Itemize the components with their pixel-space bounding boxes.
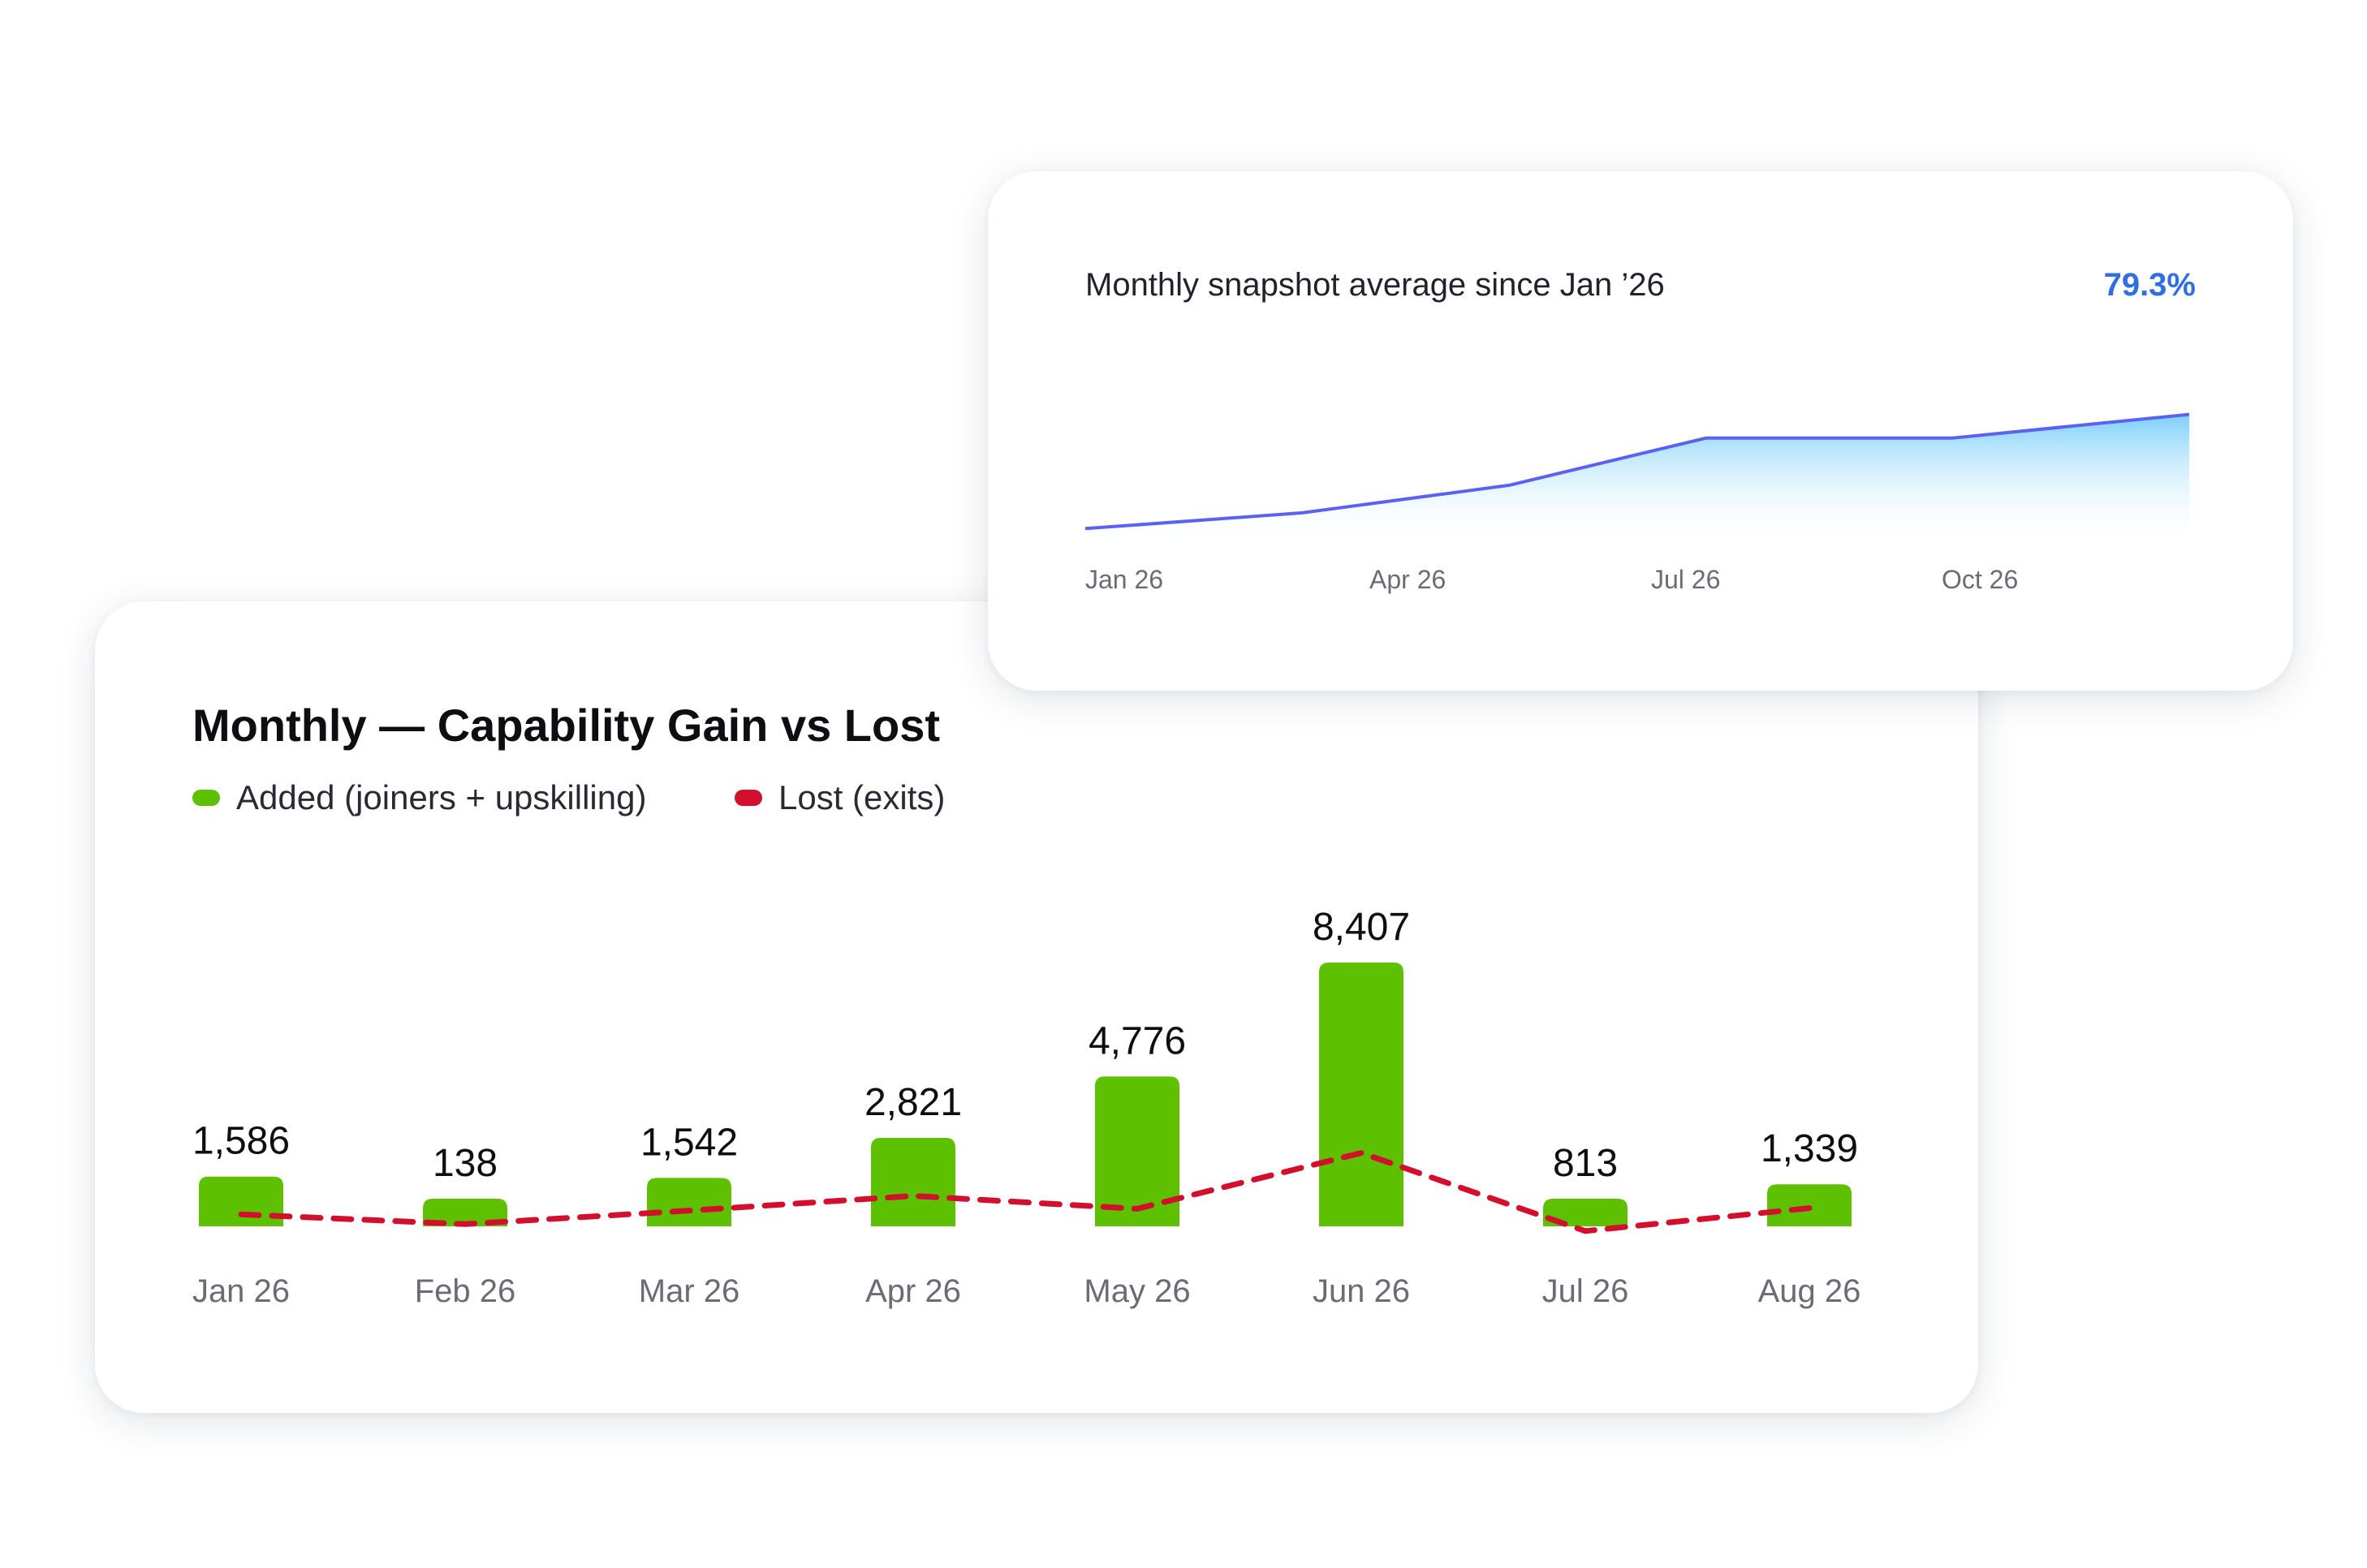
bar-value-label: 1,542 xyxy=(640,1121,738,1164)
bar-jun-26 xyxy=(1319,963,1403,1226)
bar-mar-26 xyxy=(647,1178,731,1226)
snapshot-x-tick-label: Jan 26 xyxy=(1085,565,1163,594)
capability-bar-chart: 1,586 Jan 26 138 Feb 26 1,542 Mar 26 2,821 Apr … xyxy=(192,906,1861,1309)
x-tick-label: Aug 26 xyxy=(1758,1273,1861,1309)
bar-value-label: 138 xyxy=(433,1142,498,1185)
bar-jan-26 xyxy=(199,1176,283,1226)
x-tick-label: Apr 26 xyxy=(865,1273,961,1309)
snapshot-line xyxy=(1084,412,2190,531)
bar-feb-26 xyxy=(423,1199,507,1226)
snapshot-x-tick-label: Apr 26 xyxy=(1369,565,1446,594)
snapshot-x-tick-label: Jul 26 xyxy=(1651,565,1720,594)
legend-item-added: Added (joiners + upskilling) xyxy=(192,778,646,817)
bar-apr-26 xyxy=(871,1137,955,1226)
capability-chart-card: 1,586 Jan 26 138 Feb 26 1,542 Mar 26 2,821 Apr … xyxy=(95,601,1978,1413)
bar-value-label: 8,407 xyxy=(1313,906,1410,949)
snapshot-x-tick-label: Oct 26 xyxy=(1942,565,2018,594)
legend-swatch-added xyxy=(192,790,220,806)
legend-label-added: Added (joiners + upskilling) xyxy=(236,778,647,816)
snapshot-value: 79.3% xyxy=(2103,267,2196,303)
chart-title: Monthly — Capability Gain vs Lost xyxy=(192,700,940,751)
x-tick-label: Jun 26 xyxy=(1313,1273,1410,1309)
x-tick-label: Feb 26 xyxy=(415,1273,516,1309)
bar-value-label: 2,821 xyxy=(864,1081,962,1124)
snapshot-area-chart: Jan 26 Apr 26 Jul 26 Oct 26 xyxy=(1084,412,2190,594)
bar-value-label: 1,339 xyxy=(1761,1127,1858,1170)
x-tick-label: May 26 xyxy=(1084,1273,1190,1309)
snapshot-area-fill xyxy=(1085,414,2189,545)
x-tick-label: Jul 26 xyxy=(1542,1273,1629,1309)
snapshot-card: Jan 26 Apr 26 Jul 26 Oct 26 Monthly snapsho… xyxy=(988,171,2293,691)
bar-value-label: 1,586 xyxy=(192,1120,290,1163)
legend-label-lost: Lost (exits) xyxy=(778,778,946,816)
bar-value-label: 813 xyxy=(1553,1142,1618,1185)
legend-item-lost: Lost (exits) xyxy=(735,778,945,817)
bar-value-label: 4,776 xyxy=(1089,1019,1186,1062)
legend-swatch-lost xyxy=(735,790,762,806)
x-tick-label: Jan 26 xyxy=(192,1273,290,1309)
x-tick-label: Mar 26 xyxy=(639,1273,740,1309)
bar-may-26 xyxy=(1095,1076,1179,1226)
lost-series-line xyxy=(238,1150,1813,1234)
bar-jul-26 xyxy=(1543,1199,1628,1226)
snapshot-title: Monthly snapshot average since Jan ’26 xyxy=(1085,267,1665,303)
